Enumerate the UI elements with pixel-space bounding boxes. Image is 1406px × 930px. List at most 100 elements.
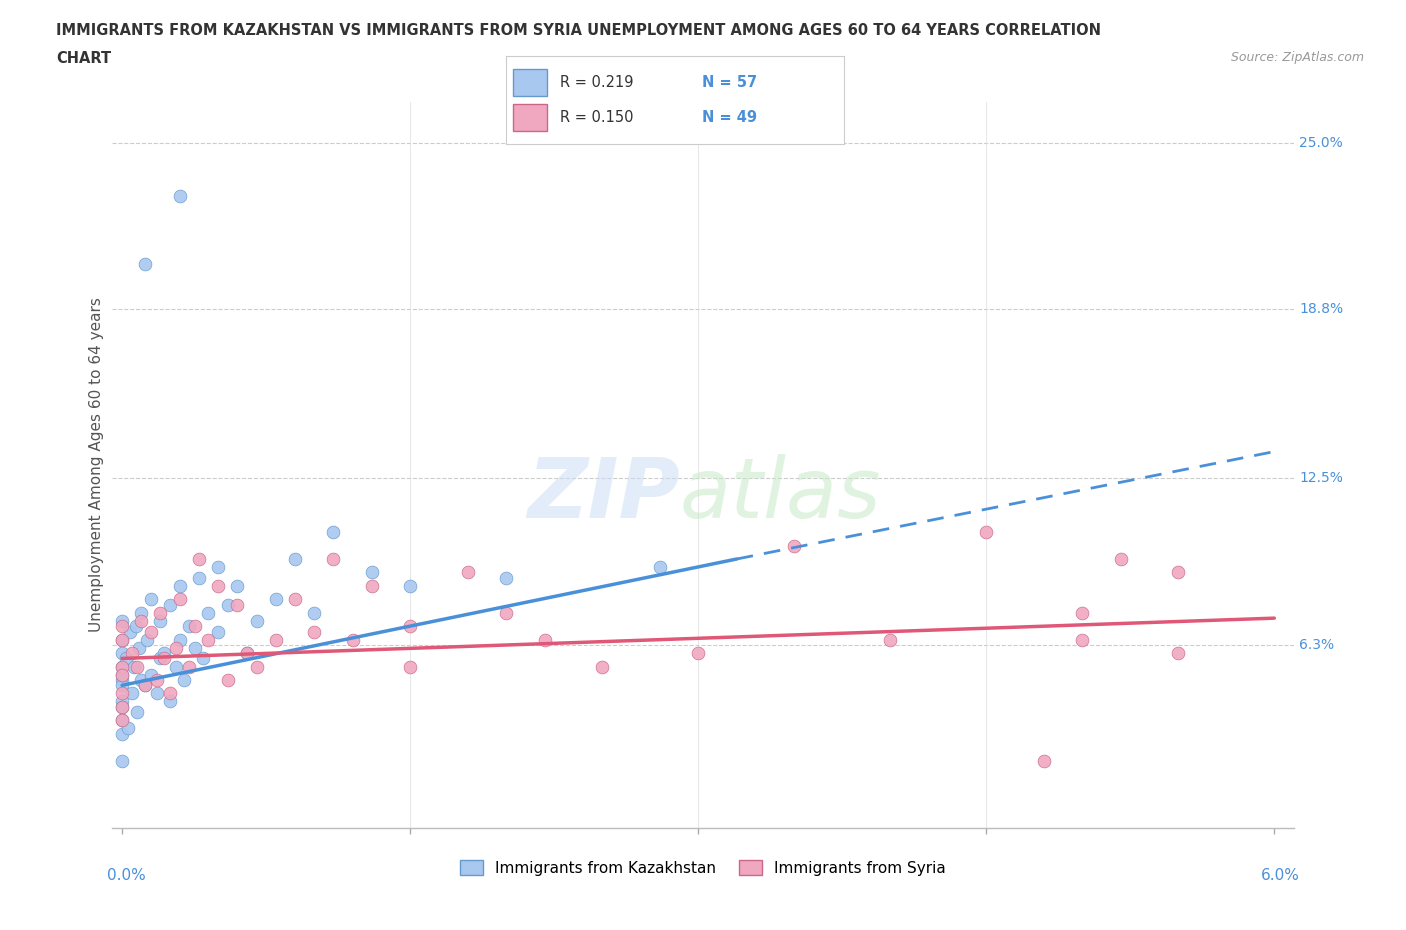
Text: 0.0%: 0.0% [107, 868, 145, 883]
Point [879, 632, 901, 647]
Point [207, 560, 229, 575]
Point [145, 686, 167, 701]
Point [134, 678, 156, 693]
Point [322, 525, 344, 539]
Point [302, 624, 325, 639]
Point [284, 591, 307, 606]
Point [111, 699, 134, 714]
Point [1071, 632, 1094, 647]
Point [187, 570, 209, 585]
Point [191, 651, 214, 666]
Point [197, 605, 219, 620]
Point [245, 614, 267, 629]
Point [127, 659, 149, 674]
Point [179, 618, 201, 633]
Text: 25.0%: 25.0% [1299, 136, 1343, 150]
Text: R = 0.219: R = 0.219 [560, 74, 634, 90]
Point [121, 686, 143, 701]
Point [153, 645, 176, 660]
Point [111, 686, 134, 701]
Point [165, 659, 187, 674]
Point [159, 686, 181, 701]
Point [149, 651, 172, 666]
Point [136, 632, 159, 647]
Point [111, 632, 134, 647]
Point [111, 699, 134, 714]
Point [284, 551, 307, 566]
Point [139, 624, 162, 639]
Point [111, 672, 134, 687]
Point [264, 632, 287, 647]
Text: CHART: CHART [56, 51, 111, 66]
Point [236, 645, 259, 660]
Text: ZIP: ZIP [527, 454, 679, 535]
Point [169, 632, 191, 647]
Point [533, 632, 555, 647]
Point [111, 645, 134, 660]
Point [173, 672, 195, 687]
Point [153, 651, 176, 666]
Point [1167, 645, 1189, 660]
Point [117, 721, 139, 736]
Point [226, 597, 249, 612]
Point [302, 605, 325, 620]
Point [111, 659, 134, 674]
Point [264, 591, 287, 606]
Point [360, 578, 382, 593]
Point [1032, 753, 1054, 768]
Point [399, 578, 422, 593]
Point [226, 578, 249, 593]
Point [111, 614, 134, 629]
Point [648, 560, 671, 575]
Point [129, 605, 152, 620]
Text: 6.0%: 6.0% [1261, 868, 1299, 883]
Point [169, 591, 191, 606]
Text: N = 57: N = 57 [702, 74, 756, 90]
Y-axis label: Unemployment Among Ages 60 to 64 years: Unemployment Among Ages 60 to 64 years [89, 298, 104, 632]
Point [159, 597, 181, 612]
Point [322, 551, 344, 566]
Point [111, 753, 134, 768]
Point [245, 659, 267, 674]
Point [217, 672, 239, 687]
Point [111, 712, 134, 727]
Text: Source: ZipAtlas.com: Source: ZipAtlas.com [1230, 51, 1364, 64]
Point [342, 632, 364, 647]
Point [457, 565, 479, 580]
FancyBboxPatch shape [513, 104, 547, 131]
Point [139, 667, 162, 682]
Point [134, 256, 156, 271]
Point [159, 694, 181, 709]
Point [179, 659, 201, 674]
Text: 18.8%: 18.8% [1299, 302, 1344, 316]
Point [184, 618, 207, 633]
Point [187, 551, 209, 566]
Point [122, 659, 145, 674]
Text: 12.5%: 12.5% [1299, 472, 1343, 485]
Point [236, 645, 259, 660]
Point [1167, 565, 1189, 580]
FancyBboxPatch shape [513, 69, 547, 96]
Point [207, 578, 229, 593]
Point [399, 659, 422, 674]
Point [115, 651, 138, 666]
Point [1071, 605, 1094, 620]
Point [128, 640, 150, 655]
Text: atlas: atlas [679, 454, 882, 535]
Point [111, 659, 134, 674]
Point [111, 678, 134, 693]
Legend: Immigrants from Kazakhstan, Immigrants from Syria: Immigrants from Kazakhstan, Immigrants f… [454, 854, 952, 882]
Point [217, 597, 239, 612]
Point [197, 632, 219, 647]
Point [111, 618, 134, 633]
Point [149, 614, 172, 629]
Point [399, 618, 422, 633]
Point [134, 678, 156, 693]
Point [111, 712, 134, 727]
Point [121, 645, 143, 660]
Point [495, 605, 517, 620]
Point [1109, 551, 1132, 566]
Text: R = 0.150: R = 0.150 [560, 110, 634, 126]
Point [495, 570, 517, 585]
Point [111, 632, 134, 647]
